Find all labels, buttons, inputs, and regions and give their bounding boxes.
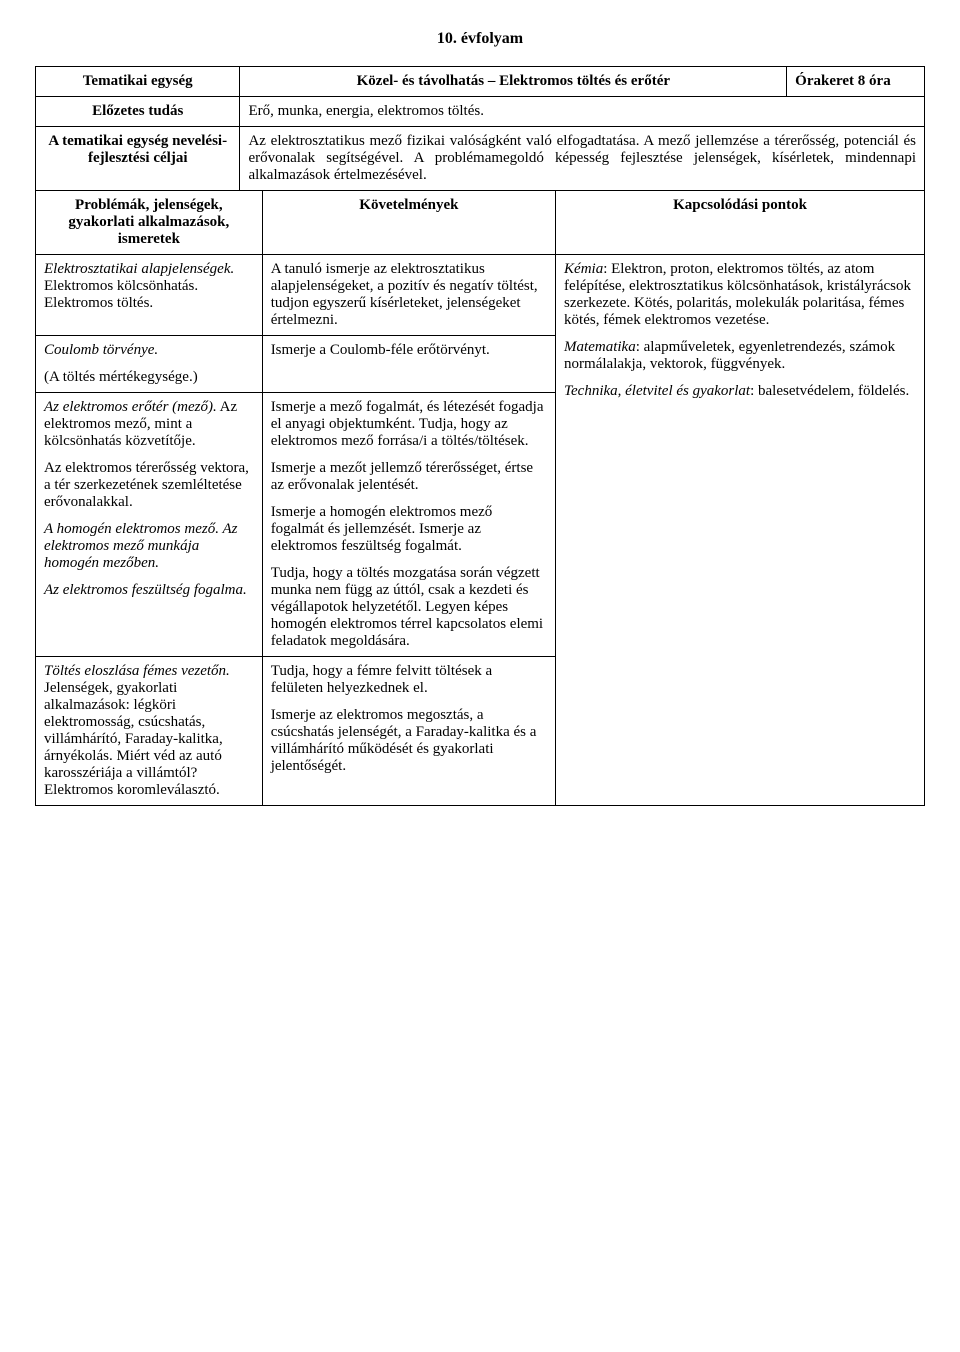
requirements-cell: Tudja, hogy a fémre felvitt töltések a f… — [262, 657, 555, 806]
problems-cell: Coulomb törvénye.(A töltés mértékegysége… — [36, 336, 263, 393]
page-title: 10. évfolyam — [35, 30, 925, 48]
table-row: A tematikai egység nevelési-fejlesztési … — [36, 127, 925, 191]
label-connections: Kapcsolódási pontok — [556, 191, 925, 255]
label-goals: A tematikai egység nevelési-fejlesztési … — [36, 127, 240, 191]
label-prior-knowledge: Előzetes tudás — [36, 97, 240, 127]
curriculum-table: Tematikai egység Közel- és távolhatás – … — [35, 66, 925, 806]
label-thematic-unit: Tematikai egység — [36, 67, 240, 97]
problems-cell: Elektrosztatikai alapjelenségek. Elektro… — [36, 255, 263, 336]
table-row: Tematikai egység Közel- és távolhatás – … — [36, 67, 925, 97]
table-row: Elektrosztatikai alapjelenségek. Elektro… — [36, 255, 925, 336]
problems-cell: Töltés eloszlása fémes vezetőn. Jelenség… — [36, 657, 263, 806]
requirements-cell: Ismerje a Coulomb-féle erőtörvényt. — [262, 336, 555, 393]
label-problems: Problémák, jelenségek, gyakorlati alkalm… — [36, 191, 263, 255]
table-row: Előzetes tudás Erő, munka, energia, elek… — [36, 97, 925, 127]
table-row: Problémák, jelenségek, gyakorlati alkalm… — [36, 191, 925, 255]
requirements-cell: A tanuló ismerje az elektrosztatikus ala… — [262, 255, 555, 336]
problems-cell: Az elektromos erőtér (mező). Az elektrom… — [36, 393, 263, 657]
connections-cell: Kémia: Elektron, proton, elektromos tölt… — [556, 255, 925, 806]
hours-label: Órakeret 8 óra — [787, 67, 925, 97]
prior-knowledge-text: Erő, munka, energia, elektromos töltés. — [240, 97, 925, 127]
requirements-cell: Ismerje a mező fogalmát, és létezését fo… — [262, 393, 555, 657]
goals-text: Az elektrosztatikus mező fizikai valóság… — [240, 127, 925, 191]
label-requirements: Követelmények — [262, 191, 555, 255]
thematic-unit-title: Közel- és távolhatás – Elektromos töltés… — [240, 67, 787, 97]
